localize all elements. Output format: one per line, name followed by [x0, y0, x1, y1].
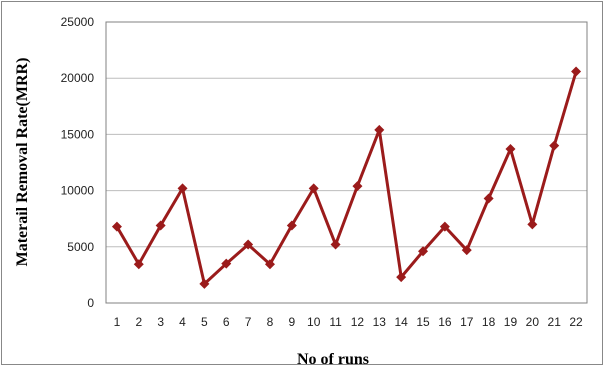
x-tick-label: 3 [157, 315, 164, 329]
data-markers [111, 66, 582, 289]
data-point-marker [549, 140, 560, 151]
data-point-marker [396, 272, 407, 283]
data-point-marker [221, 258, 232, 269]
x-tick-label: 5 [201, 315, 208, 329]
data-point-marker [330, 239, 341, 250]
x-tick-label: 13 [373, 315, 387, 329]
x-tick-label: 8 [267, 315, 274, 329]
x-tick-label: 15 [416, 315, 430, 329]
x-tick-label: 21 [548, 315, 562, 329]
x-tick-label: 20 [526, 315, 540, 329]
x-tick-label: 16 [438, 315, 452, 329]
y-axis-title: Materail Removal Rate(MRR) [14, 58, 31, 267]
data-point-marker [243, 239, 254, 250]
data-point-marker [374, 124, 385, 135]
y-tick-label: 15000 [61, 127, 95, 141]
x-tick-label: 1 [114, 315, 121, 329]
series-line [115, 71, 578, 286]
data-point-marker [111, 221, 122, 232]
x-tick-label: 14 [394, 315, 408, 329]
data-point-marker [505, 144, 516, 155]
x-tick-label: 22 [569, 315, 583, 329]
data-point-marker [571, 66, 582, 77]
data-point-marker [418, 246, 429, 257]
data-point-marker [461, 245, 472, 256]
x-tick-label: 18 [482, 315, 496, 329]
data-point-marker [199, 278, 210, 289]
data-point-marker [177, 183, 188, 194]
x-tick-label: 6 [223, 315, 230, 329]
y-tick-label: 20000 [61, 71, 95, 85]
y-tick-label: 0 [87, 296, 94, 310]
y-tick-label: 5000 [67, 240, 94, 254]
plot-area [105, 21, 588, 304]
data-point-marker [483, 193, 494, 204]
x-tick-label: 10 [307, 315, 321, 329]
data-point-marker [155, 220, 166, 231]
x-tick-label: 11 [329, 315, 342, 329]
data-point-marker [352, 181, 363, 192]
x-tick-label: 2 [135, 315, 142, 329]
y-tick-label: 10000 [61, 184, 95, 198]
x-tick-label: 17 [460, 315, 474, 329]
data-point-marker [527, 219, 538, 230]
x-tick-label: 12 [351, 315, 365, 329]
x-tick-label: 7 [245, 315, 252, 329]
x-axis-title: No of runs [297, 351, 369, 368]
y-tick-label: 25000 [61, 15, 95, 29]
y-tick-labels: 0 5000 10000 15000 20000 25000 [61, 15, 95, 310]
x-tick-labels: 1 2 3 4 5 6 7 8 9 10 11 12 13 14 15 16 17 18 19 20 21 22 [114, 315, 583, 329]
data-point-marker [133, 259, 144, 270]
data-point-marker [286, 220, 297, 231]
data-point-marker [308, 183, 319, 194]
chart-frame [1, 1, 603, 365]
data-point-marker [264, 259, 275, 270]
x-tick-label: 19 [504, 315, 518, 329]
x-tick-label: 4 [179, 315, 186, 329]
x-tick-label: 9 [288, 315, 295, 329]
data-point-marker [439, 221, 450, 232]
